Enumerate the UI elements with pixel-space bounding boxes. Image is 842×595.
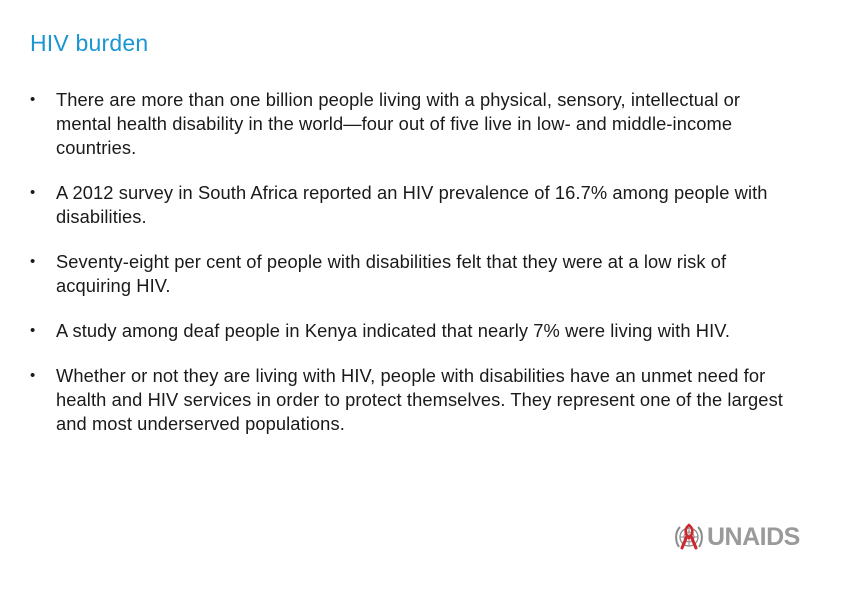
bullet-marker: •: [30, 184, 36, 201]
bullet-item: • A study among deaf people in Kenya ind…: [30, 319, 790, 343]
bullet-marker: •: [30, 91, 36, 108]
un-emblem-red-ribbon-icon: [675, 523, 703, 550]
logo-wordmark: UNAIDS: [707, 522, 800, 551]
slide-title: HIV burden: [30, 30, 149, 56]
bullet-text: There are more than one billion people l…: [56, 89, 741, 158]
bullet-text: A study among deaf people in Kenya indic…: [56, 320, 731, 341]
bullet-marker: •: [30, 253, 36, 270]
bullet-item: • A 2012 survey in South Africa reported…: [30, 181, 790, 229]
bullet-item: • There are more than one billion people…: [30, 88, 790, 160]
bullet-item: • Whether or not they are living with HI…: [30, 364, 790, 436]
bullet-marker: •: [30, 322, 36, 339]
unaids-logo: UNAIDS: [673, 521, 800, 553]
bullet-list: • There are more than one billion people…: [30, 88, 790, 457]
bullet-marker: •: [30, 367, 36, 384]
bullet-item: • Seventy-eight per cent of people with …: [30, 250, 790, 298]
bullet-text: Seventy-eight per cent of people with di…: [56, 251, 727, 296]
bullet-text: A 2012 survey in South Africa reported a…: [56, 182, 768, 227]
bullet-text: Whether or not they are living with HIV,…: [56, 365, 783, 434]
